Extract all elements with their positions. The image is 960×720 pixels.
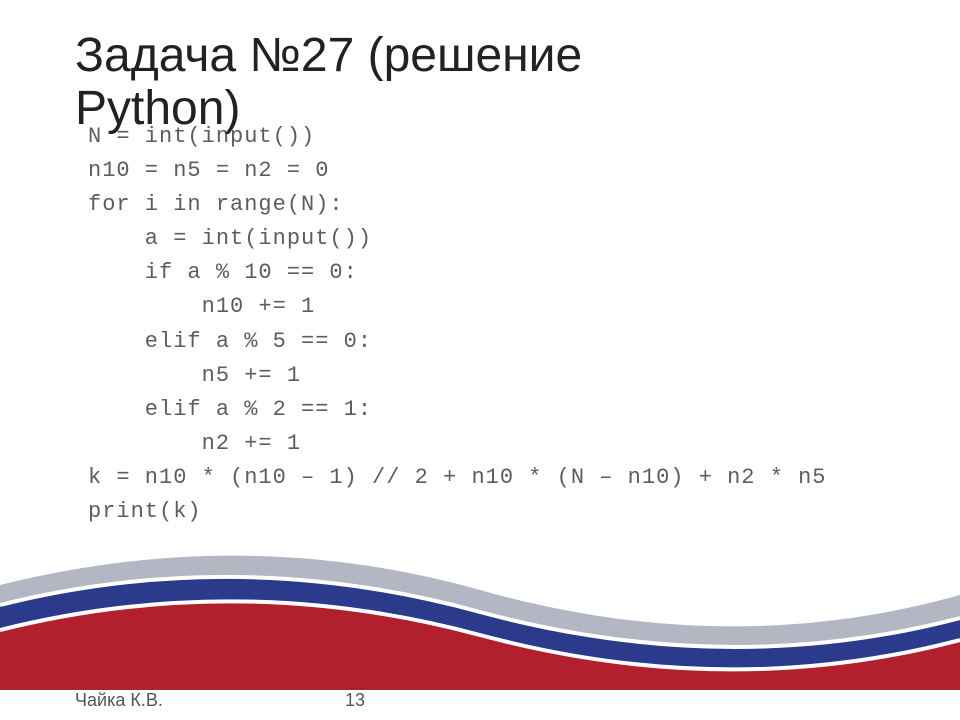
wave-decoration xyxy=(0,540,960,690)
footer-author: Чайка К.В. xyxy=(75,690,163,711)
slide: Задача №27 (решение Python) N = int(inpu… xyxy=(0,0,960,720)
footer-page-number: 13 xyxy=(345,690,365,711)
footer-python-label: Python xyxy=(75,645,131,666)
slide-title: Задача №27 (решение Python) xyxy=(75,30,582,136)
title-line-2: Python) xyxy=(75,82,240,135)
code-block: N = int(input()) n10 = n5 = n2 = 0 for i… xyxy=(88,120,827,529)
title-line-1: Задача №27 (решение xyxy=(75,29,582,82)
